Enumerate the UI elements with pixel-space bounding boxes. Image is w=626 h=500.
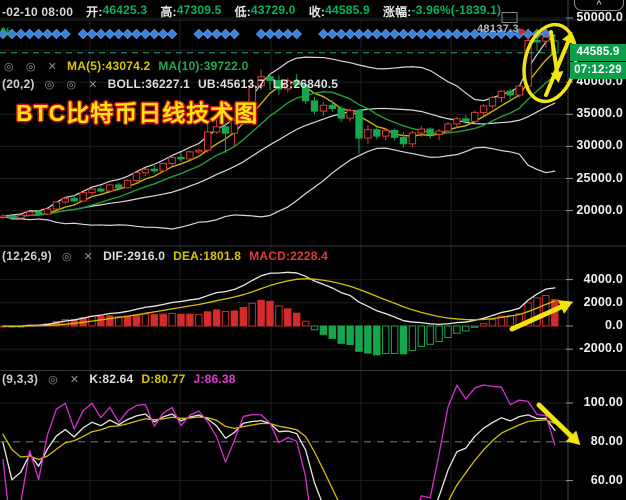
macd-axis-label: 0.0 <box>605 318 623 332</box>
indicator-target-icon[interactable]: ◎ <box>61 250 72 263</box>
chevron-up-icon: ^ <box>596 0 602 9</box>
ma5-reading: MA(5):43074.2 <box>67 59 151 73</box>
kdj-params: (9,3,3) <box>2 372 39 386</box>
indicator-target-icon[interactable]: ◎ <box>4 60 14 73</box>
candle-datetime: -02-10 08:00 <box>2 4 74 19</box>
indicator-target-icon[interactable]: ◎ <box>48 373 58 386</box>
change-value: 涨幅: -3.96%(-1839.1) <box>382 3 502 19</box>
open-value: 开: 46425.3 <box>86 3 148 19</box>
price-axis-label: 25000.0 <box>576 170 623 185</box>
session-high-price-label: 48137.3 <box>477 23 519 35</box>
ma10-reading: MA(10):39722.0 <box>158 59 249 73</box>
annotation-layer <box>509 22 581 446</box>
boll-params: (20,2) <box>2 77 35 91</box>
d-reading: D:80.77 <box>141 372 186 386</box>
low-value: 低: 43729.0 <box>234 3 296 19</box>
dif-reading: DIF:2916.0 <box>103 249 166 263</box>
macd-histogram <box>0 295 559 356</box>
high-marker-decoration <box>501 12 528 35</box>
dea-reading: DEA:1801.8 <box>173 249 242 263</box>
indicator-target-icon[interactable]: ◎ <box>66 78 77 91</box>
chart-watermark-title: BTC比特币日线技术图 <box>16 100 259 126</box>
kdj-axis-label: 100.00 <box>583 395 623 409</box>
price-axis-label: 50000.0 <box>576 10 623 24</box>
ohlc-info-bar: -02-10 08:00 开: 46425.3 高: 47309.5 低: 43729… <box>2 3 501 20</box>
candle-countdown-badge: 07:12:29 <box>570 62 626 79</box>
k-reading: K:82.64 <box>89 372 134 386</box>
macd-axis-label: -2000.0 <box>579 341 623 356</box>
indicator-close-icon[interactable]: ✕ <box>47 60 58 73</box>
macd-reading: MACD:2228.4 <box>249 249 329 263</box>
indicator-target-icon[interactable]: ◎ <box>25 60 36 73</box>
signal-diamond-row <box>0 28 552 40</box>
left-edge-percent-fragment: % <box>1 26 11 38</box>
boll-lb-reading: LB:26840.5 <box>272 77 339 91</box>
price-axis-label: 35000.0 <box>576 106 623 121</box>
macd-axis-label: 2000.0 <box>583 294 623 309</box>
macd-params: (12,26,9) <box>2 249 52 263</box>
kdj-indicator-bar: (9,3,3) ◎ ✕ K:82.64 D:80.77 J:86.38 <box>2 372 236 386</box>
high-value: 高: 47309.5 <box>160 3 222 19</box>
collapse-panel-tab[interactable]: ^ <box>574 0 624 11</box>
macd-axis-label: 4000.0 <box>583 271 623 286</box>
axis-tick-marks <box>566 17 573 482</box>
price-axis-label: 20000.0 <box>576 202 623 217</box>
boll-indicator-bar: (20,2) ◎ ◎ ✕ BOLL:36227.1 UB:45613.7 LB:… <box>2 77 338 91</box>
boll-mid-reading: BOLL:36227.1 <box>107 77 191 91</box>
indicator-close-icon[interactable]: ✕ <box>88 78 98 91</box>
close-value: 收: 44585.9 <box>308 3 370 19</box>
j-reading: J:86.38 <box>193 372 236 386</box>
boll-ub-reading: UB:45613.7 <box>198 77 265 91</box>
indicator-target-icon[interactable]: ◎ <box>44 78 55 91</box>
price-axis-label: 30000.0 <box>576 138 623 153</box>
last-price-badge: 44585.9 <box>570 44 626 61</box>
kdj-axis-label: 60.00 <box>590 472 623 487</box>
macd-lines <box>2 271 556 327</box>
indicator-close-icon[interactable]: ✕ <box>69 373 80 386</box>
candlestick-layer <box>0 29 559 220</box>
kdj-lines <box>2 384 556 500</box>
indicator-close-icon[interactable]: ✕ <box>83 250 94 263</box>
kdj-axis-label: 80.00 <box>590 433 623 448</box>
macd-indicator-bar: (12,26,9) ◎ ✕ DIF:2916.0 DEA:1801.8 MACD… <box>2 249 328 263</box>
ma-indicator-bar: ◎ ◎ ✕ MA(5):43074.2 MA(10):39722.0 <box>2 59 249 73</box>
